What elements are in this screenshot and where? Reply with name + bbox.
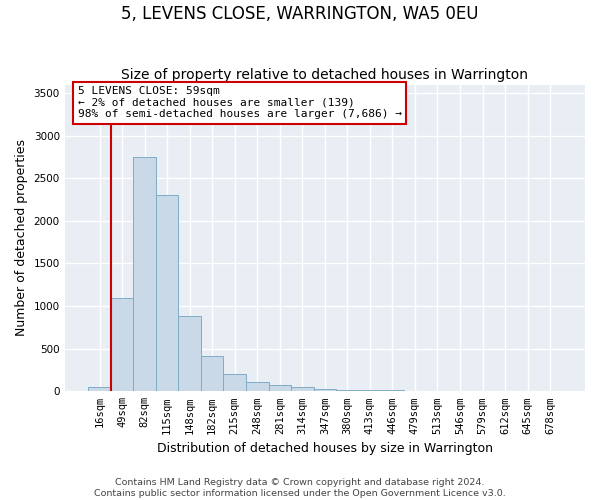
- Bar: [88, 387, 111, 392]
- Bar: [359, 390, 381, 392]
- Text: Contains HM Land Registry data © Crown copyright and database right 2024.
Contai: Contains HM Land Registry data © Crown c…: [94, 478, 506, 498]
- Bar: [133, 157, 156, 392]
- Text: 5 LEVENS CLOSE: 59sqm
← 2% of detached houses are smaller (139)
98% of semi-deta: 5 LEVENS CLOSE: 59sqm ← 2% of detached h…: [77, 86, 401, 120]
- Bar: [246, 382, 269, 392]
- Bar: [314, 388, 336, 392]
- Bar: [201, 356, 223, 392]
- Bar: [111, 298, 133, 392]
- Bar: [156, 196, 178, 392]
- Bar: [178, 316, 201, 392]
- Bar: [404, 390, 426, 392]
- Bar: [269, 385, 291, 392]
- Bar: [381, 390, 404, 392]
- X-axis label: Distribution of detached houses by size in Warrington: Distribution of detached houses by size …: [157, 442, 493, 455]
- Title: Size of property relative to detached houses in Warrington: Size of property relative to detached ho…: [121, 68, 529, 82]
- Y-axis label: Number of detached properties: Number of detached properties: [15, 140, 28, 336]
- Text: 5, LEVENS CLOSE, WARRINGTON, WA5 0EU: 5, LEVENS CLOSE, WARRINGTON, WA5 0EU: [121, 5, 479, 23]
- Bar: [291, 386, 314, 392]
- Bar: [223, 374, 246, 392]
- Bar: [336, 390, 359, 392]
